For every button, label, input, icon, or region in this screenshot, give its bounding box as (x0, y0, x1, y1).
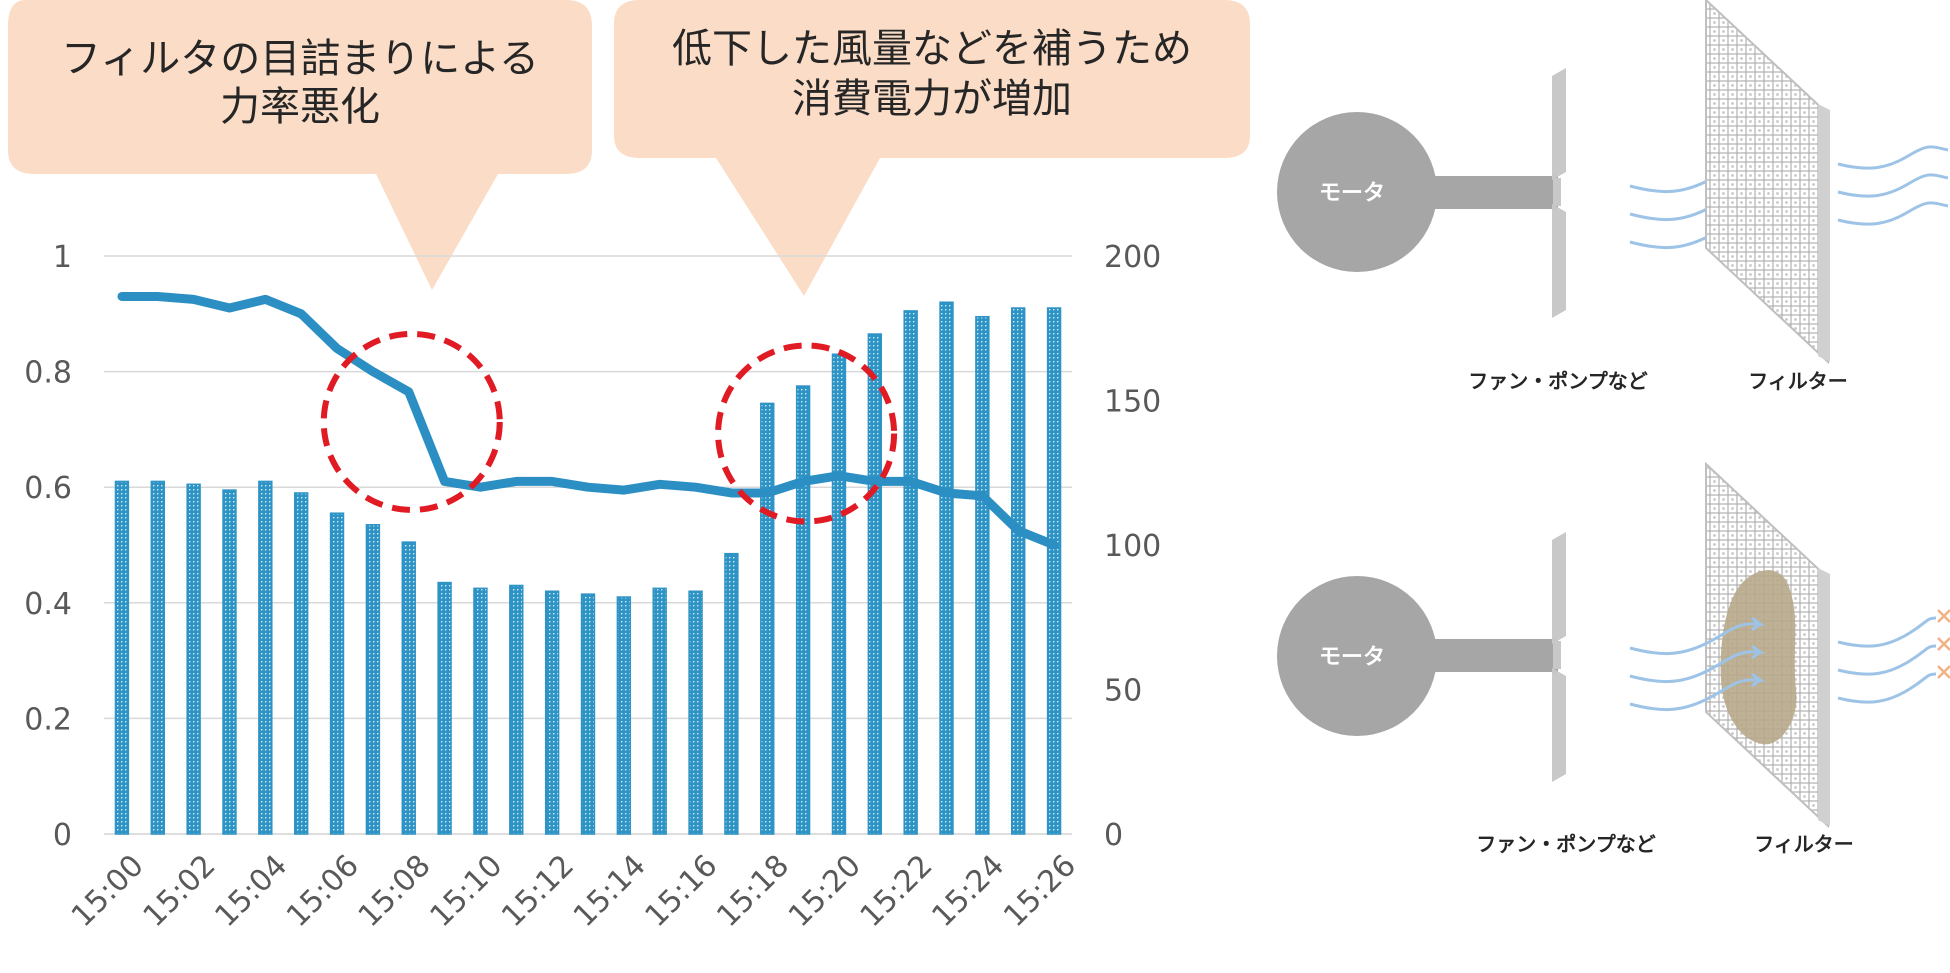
y-primary-tick-label: 0 (53, 818, 72, 853)
clog-deposit (1720, 570, 1797, 745)
x-tick-label: 15:14 (567, 848, 653, 934)
callout-left-bubble (8, 0, 592, 290)
x-tick-label: 15:00 (65, 848, 151, 934)
chart-bar (186, 483, 201, 835)
diagram-normal: モータ ファン・ポンプなど フィルター (1277, 0, 1949, 393)
fan-label-2: ファン・ポンプなど (1476, 832, 1655, 856)
x-tick-label: 15:02 (137, 848, 223, 934)
chart-line-layer (117, 291, 1059, 550)
y-secondary-tick-label: 150 (1104, 385, 1161, 420)
chart-bar (544, 590, 560, 835)
dashed-circle-annotation (715, 342, 898, 525)
callout-right: 低下した風量などを補うため 消費電力が増加 (614, 0, 1250, 296)
airflow-out-weak-arrows (1837, 616, 1937, 704)
chart-bar (437, 581, 452, 835)
x-tick-label: 15:04 (208, 848, 294, 934)
motor-circle (1277, 112, 1437, 272)
x-tick-label: 15:26 (997, 848, 1083, 934)
shaft-2 (1432, 639, 1558, 672)
y-axis-secondary: 0 50 100 150 200 (1104, 240, 1161, 853)
chart-bar (580, 593, 596, 835)
motor-label-2: モータ (1319, 645, 1385, 670)
y-secondary-tick-label: 0 (1104, 818, 1123, 853)
airflow-in-arrows-2 (1629, 616, 1766, 712)
chart-bar (1011, 307, 1026, 835)
x-axis: 15:0015:0215:0415:0615:0815:1015:1215:14… (65, 848, 1083, 934)
y-primary-tick-label: 0.8 (24, 356, 72, 391)
filter-clean (1705, 0, 1830, 365)
chart-bar (831, 353, 847, 835)
callout-right-bubble (614, 0, 1250, 296)
chart-bar (222, 489, 237, 835)
chart-bar (258, 480, 273, 835)
chart-bar (401, 541, 416, 835)
chart-line-series (117, 291, 1059, 550)
x-tick-label: 15:10 (423, 848, 509, 934)
chart-bar (760, 402, 775, 835)
chart-bar (365, 524, 381, 835)
callout-left-line1: フィルタの目詰まりによる (61, 36, 539, 82)
x-tick-label: 15:06 (280, 848, 366, 934)
airflow-out-arrows (1837, 145, 1949, 226)
x-tick-label: 15:18 (710, 848, 796, 934)
filter-clogged (1705, 461, 1830, 829)
chart-bar (1046, 307, 1062, 835)
y-primary-tick-label: 0.6 (24, 471, 72, 506)
dashed-circle-annotation (320, 330, 503, 513)
filter-label-2: フィルター (1754, 832, 1854, 856)
chart-bar (903, 310, 918, 835)
fan-label: ファン・ポンプなど (1468, 369, 1647, 393)
chart-bar (509, 584, 524, 835)
chart-bar (114, 480, 130, 835)
blocked-x-icon (1937, 609, 1950, 679)
x-tick-label: 15:08 (352, 848, 438, 934)
fan-blade-bottom (1552, 204, 1566, 318)
y-axis-primary: 0 0.2 0.4 0.6 0.8 1 (24, 240, 72, 853)
filter-label: フィルター (1748, 369, 1848, 393)
chart-bar (795, 385, 811, 835)
y-primary-tick-label: 1 (53, 240, 72, 275)
x-tick-label: 15:12 (495, 848, 581, 934)
x-tick-label: 15:22 (854, 848, 940, 934)
chart-bar (867, 333, 883, 835)
chart-bar (975, 315, 990, 835)
diagram-clogged: モータ ファン・ポンプなど フィルター (1277, 461, 1950, 856)
y-secondary-tick-label: 100 (1104, 529, 1161, 564)
chart-bar (688, 590, 703, 835)
motor-label: モータ (1319, 181, 1385, 206)
y-primary-tick-label: 0.4 (24, 587, 72, 622)
x-tick-label: 15:16 (639, 848, 725, 934)
chart-bar (724, 552, 739, 835)
callout-right-line1: 低下した風量などを補うため (672, 26, 1192, 72)
chart-bar (329, 512, 345, 835)
shaft (1432, 176, 1558, 209)
fan-blade-top-2 (1552, 532, 1566, 644)
chart-bars (114, 301, 1062, 835)
chart-bar (473, 587, 488, 835)
fan-blade-bottom-2 (1552, 668, 1566, 782)
y-primary-tick-label: 0.2 (24, 702, 72, 737)
fan-hub (1553, 178, 1561, 206)
fan-hub-2 (1553, 641, 1561, 669)
callout-right-line2: 消費電力が増加 (792, 76, 1072, 122)
chart-annotations (320, 330, 898, 525)
chart-bar (939, 301, 954, 835)
x-tick-label: 15:20 (782, 848, 868, 934)
y-secondary-tick-label: 200 (1104, 240, 1161, 275)
callout-left-line2: 力率悪化 (220, 84, 380, 130)
chart-bar (293, 492, 309, 835)
x-tick-label: 15:24 (925, 848, 1011, 934)
y-secondary-tick-label: 50 (1104, 674, 1142, 709)
motor-circle-2 (1277, 576, 1437, 736)
fan-blade-top (1552, 68, 1566, 180)
callout-left: フィルタの目詰まりによる 力率悪化 (8, 0, 592, 290)
chart-bar (616, 596, 632, 835)
chart-bar (652, 587, 667, 835)
chart-bar (150, 480, 165, 835)
